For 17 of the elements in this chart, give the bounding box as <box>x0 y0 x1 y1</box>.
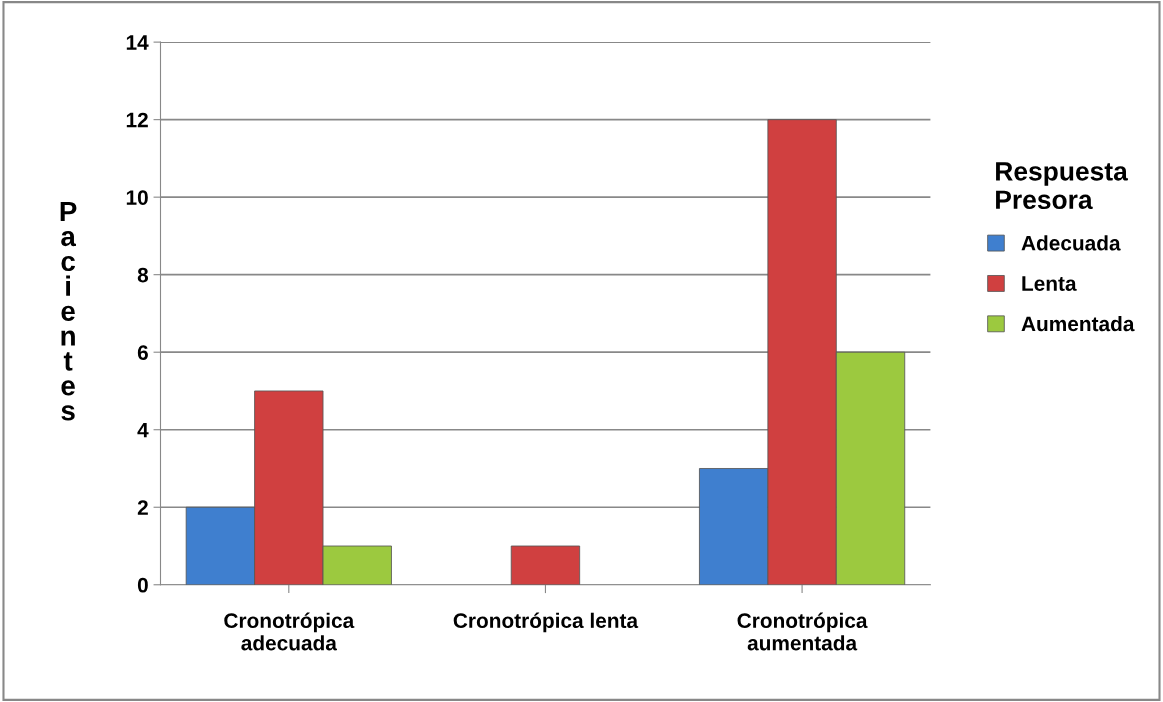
y-tick-label: 4 <box>137 422 149 438</box>
y-tick-label: 12 <box>126 112 148 128</box>
bar <box>510 545 581 585</box>
y-tick-label: 10 <box>126 190 148 205</box>
y-tick-label: 14 <box>126 35 149 50</box>
y-tick-label: 8 <box>137 267 149 283</box>
x-tick-label: Cronotrópica adecuada <box>224 612 355 651</box>
legend-label: Aumentada <box>1021 315 1135 332</box>
x-tick-label: Cronotrópica aumentada <box>737 612 868 651</box>
x-tick-label: Cronotrópica lenta <box>453 612 639 633</box>
y-tick-label: 6 <box>137 345 148 360</box>
legend-label: Adecuada <box>1021 235 1121 251</box>
legend-label: Lenta <box>1022 276 1077 291</box>
text: Pacientes <box>60 201 77 421</box>
y-tick-label: 0 <box>137 577 148 593</box>
y-tick-label: 2 <box>137 500 148 515</box>
legend-title: Respuesta Presora <box>996 162 1128 210</box>
